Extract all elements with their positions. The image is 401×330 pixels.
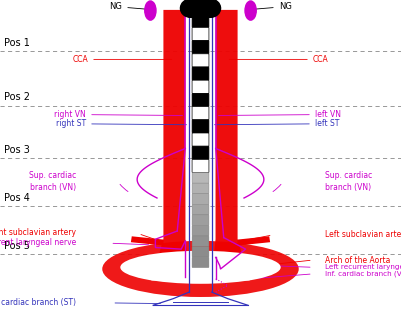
Ellipse shape [180,0,200,17]
Ellipse shape [182,2,219,18]
FancyBboxPatch shape [192,257,209,268]
FancyBboxPatch shape [192,120,209,133]
Text: Pos 2: Pos 2 [4,92,30,102]
FancyBboxPatch shape [192,159,209,173]
Text: left VN: left VN [219,110,341,119]
Text: Inf. cardiac branch (ST): Inf. cardiac branch (ST) [0,298,76,308]
FancyArrow shape [131,236,164,246]
Text: CCA: CCA [73,55,172,64]
FancyBboxPatch shape [192,80,209,93]
FancyBboxPatch shape [192,54,209,67]
FancyBboxPatch shape [192,93,209,107]
Text: Arch of the Aorta: Arch of the Aorta [325,255,390,265]
FancyBboxPatch shape [192,204,209,215]
FancyBboxPatch shape [192,27,209,41]
FancyBboxPatch shape [192,215,209,225]
Ellipse shape [120,251,281,284]
Text: Pos 3: Pos 3 [4,145,30,155]
FancyBboxPatch shape [192,236,209,247]
Text: NG: NG [249,2,292,11]
Text: right ST: right ST [56,119,186,128]
Ellipse shape [102,241,299,297]
Polygon shape [159,10,188,272]
FancyBboxPatch shape [192,183,209,194]
Text: Pos 1: Pos 1 [4,38,30,48]
Ellipse shape [145,1,156,20]
Text: NG: NG [109,2,152,11]
Text: CCA: CCA [229,55,328,64]
FancyBboxPatch shape [150,257,251,280]
FancyBboxPatch shape [192,14,209,27]
Polygon shape [164,251,198,266]
Text: Inf. cardiac branch (VN): Inf. cardiac branch (VN) [325,271,401,277]
FancyBboxPatch shape [192,146,209,159]
FancyBboxPatch shape [192,133,209,146]
Text: Sup. cardiac
branch (VN): Sup. cardiac branch (VN) [29,172,76,191]
FancyBboxPatch shape [192,225,209,236]
FancyBboxPatch shape [192,194,209,204]
FancyBboxPatch shape [192,247,209,257]
FancyArrow shape [237,236,270,246]
Ellipse shape [183,0,217,18]
Text: Left recurrent laryngeal nerve: Left recurrent laryngeal nerve [325,264,401,270]
Text: Sup. cardiac
branch (VN): Sup. cardiac branch (VN) [325,172,372,191]
FancyBboxPatch shape [192,67,209,80]
FancyBboxPatch shape [192,107,209,120]
Text: right VN: right VN [55,110,182,119]
Polygon shape [213,10,241,272]
Ellipse shape [245,1,256,20]
FancyBboxPatch shape [192,41,209,54]
Text: Right recurrent laryngeal nerve: Right recurrent laryngeal nerve [0,238,76,247]
Text: left ST: left ST [215,119,339,128]
FancyBboxPatch shape [192,173,209,183]
Ellipse shape [200,0,221,17]
Text: Pos 5: Pos 5 [4,241,30,251]
Text: Left subclavian artery: Left subclavian artery [325,230,401,239]
Polygon shape [203,251,237,266]
Text: Right subclavian artery: Right subclavian artery [0,228,76,237]
Text: Pos 4: Pos 4 [4,193,30,203]
